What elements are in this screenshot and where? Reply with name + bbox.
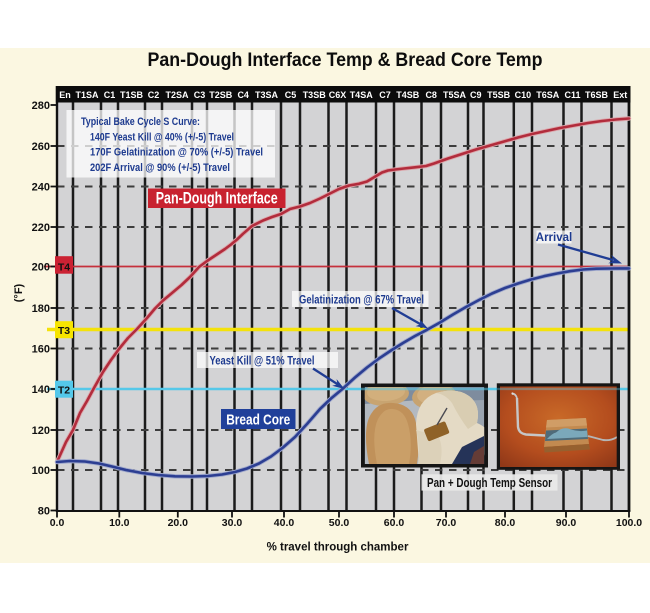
- svg-text:240: 240: [32, 181, 50, 193]
- svg-text:Gelatinization @ 67% Travel: Gelatinization @ 67% Travel: [299, 294, 424, 306]
- svg-text:180: 180: [32, 303, 50, 315]
- svg-text:200: 200: [32, 261, 50, 273]
- svg-text:50.0: 50.0: [329, 517, 350, 529]
- svg-text:T5SB: T5SB: [487, 90, 511, 100]
- svg-text:80.0: 80.0: [495, 517, 516, 529]
- svg-text:T6SA: T6SA: [536, 90, 560, 100]
- svg-text:Pan-Dough Interface Temp & Bre: Pan-Dough Interface Temp & Bread Core Te…: [148, 50, 543, 71]
- svg-text:C8: C8: [425, 90, 437, 100]
- svg-text:20.0: 20.0: [168, 517, 189, 529]
- svg-text:T6SB: T6SB: [585, 90, 609, 100]
- svg-text:C11: C11: [564, 90, 580, 100]
- svg-text:140F Yeast Kill @ 40% (+/-5) T: 140F Yeast Kill @ 40% (+/-5) Travel: [90, 131, 234, 143]
- svg-text:100.0: 100.0: [616, 517, 642, 529]
- svg-text:T4: T4: [58, 262, 70, 274]
- svg-text:T1SA: T1SA: [75, 90, 99, 100]
- svg-text:120: 120: [32, 425, 50, 437]
- svg-text:260: 260: [32, 141, 50, 153]
- svg-text:T3: T3: [58, 325, 70, 337]
- svg-text:Bread Core: Bread Core: [226, 412, 290, 429]
- svg-text:(°F): (°F): [13, 283, 25, 302]
- svg-text:30.0: 30.0: [222, 517, 243, 529]
- svg-text:C5: C5: [285, 90, 297, 100]
- svg-text:0.0: 0.0: [50, 517, 65, 529]
- svg-text:C2: C2: [148, 90, 160, 100]
- svg-text:C7: C7: [379, 90, 391, 100]
- svg-text:T1SB: T1SB: [120, 90, 144, 100]
- svg-text:170F Gelatinization @ 70% (+/-: 170F Gelatinization @ 70% (+/-5) Travel: [90, 147, 263, 159]
- svg-text:100: 100: [32, 465, 50, 477]
- svg-text:T3SB: T3SB: [303, 90, 327, 100]
- svg-text:T4SB: T4SB: [396, 90, 420, 100]
- svg-text:Yeast Kill @ 51% Travel: Yeast Kill @ 51% Travel: [210, 355, 315, 367]
- svg-text:Pan-Dough Interface: Pan-Dough Interface: [156, 189, 278, 207]
- svg-text:Typical Bake Cycle S Curve:: Typical Bake Cycle S Curve:: [81, 116, 200, 128]
- svg-text:90.0: 90.0: [556, 517, 577, 529]
- svg-text:140: 140: [32, 384, 50, 396]
- svg-text:C10: C10: [515, 90, 532, 100]
- svg-text:202F Arrival @ 90% (+/-5) Trav: 202F Arrival @ 90% (+/-5) Travel: [90, 162, 230, 174]
- svg-text:C1: C1: [104, 90, 116, 100]
- svg-text:280: 280: [32, 100, 50, 112]
- svg-text:70.0: 70.0: [436, 517, 457, 529]
- svg-text:Arrival: Arrival: [536, 232, 572, 244]
- svg-text:T2: T2: [58, 385, 70, 397]
- svg-text:% travel through chamber: % travel through chamber: [267, 542, 409, 554]
- svg-text:60.0: 60.0: [384, 517, 405, 529]
- svg-text:C3: C3: [194, 90, 206, 100]
- svg-text:C9: C9: [470, 90, 482, 100]
- svg-text:T4SA: T4SA: [350, 90, 374, 100]
- svg-text:En: En: [59, 90, 71, 100]
- svg-text:T5SA: T5SA: [443, 90, 467, 100]
- svg-text:160: 160: [32, 343, 50, 355]
- svg-text:220: 220: [32, 222, 50, 234]
- svg-text:Ext: Ext: [613, 90, 627, 100]
- svg-text:T3SA: T3SA: [255, 90, 279, 100]
- svg-text:40.0: 40.0: [274, 517, 295, 529]
- svg-text:Pan + Dough Temp Sensor: Pan + Dough Temp Sensor: [427, 475, 552, 490]
- svg-text:C4: C4: [237, 90, 249, 100]
- svg-text:C6X: C6X: [329, 90, 347, 100]
- svg-text:80: 80: [38, 505, 50, 517]
- svg-text:T2SB: T2SB: [209, 90, 233, 100]
- svg-text:T2SA: T2SA: [165, 90, 189, 100]
- svg-text:10.0: 10.0: [109, 517, 130, 529]
